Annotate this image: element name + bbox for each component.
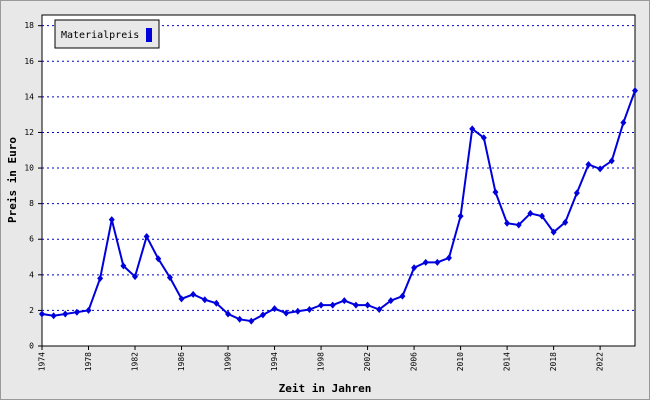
x-tick-label: 2014: [503, 352, 512, 371]
x-tick-label: 2022: [596, 352, 605, 371]
marker: [259, 311, 266, 319]
x-tick-label: 1998: [317, 352, 326, 371]
marker: [120, 262, 127, 270]
legend-swatch: [146, 28, 152, 42]
marker: [225, 310, 232, 318]
marker: [469, 125, 476, 133]
marker: [457, 212, 464, 220]
y-tick-label: 14: [24, 92, 34, 101]
marker: [620, 119, 627, 127]
marker: [352, 301, 359, 309]
plot-area: [41, 14, 636, 347]
x-tick-label: 1974: [38, 352, 47, 371]
marker: [434, 258, 441, 266]
x-tick-label: 2018: [549, 352, 558, 371]
marker: [178, 295, 185, 303]
x-tick-label: 2006: [410, 352, 419, 371]
marker: [143, 233, 150, 241]
x-tick-label: 1990: [224, 352, 233, 371]
x-tick-label: 1978: [84, 352, 93, 371]
marker: [364, 301, 371, 309]
legend: Materialpreis: [54, 19, 160, 49]
y-tick-label: 12: [24, 128, 34, 137]
x-tick-label: 2002: [363, 352, 372, 371]
marker: [155, 255, 162, 263]
marker: [248, 317, 255, 325]
legend-label: Materialpreis: [61, 30, 139, 41]
marker: [85, 306, 92, 314]
marker: [236, 315, 243, 323]
x-tick-label: 1994: [270, 352, 279, 371]
marker: [480, 134, 487, 142]
y-tick-label: 8: [29, 199, 34, 208]
legend-box: [54, 19, 160, 49]
marker: [515, 221, 522, 229]
marker: [527, 209, 534, 217]
marker: [597, 165, 604, 173]
marker: [422, 258, 429, 266]
marker: [573, 189, 580, 197]
marker: [132, 273, 139, 281]
x-tick-label: 2010: [456, 352, 465, 371]
marker: [73, 308, 80, 316]
marker: [190, 290, 197, 298]
x-tick-label: 1986: [177, 352, 186, 371]
marker: [213, 299, 220, 307]
line: [41, 90, 636, 323]
marker: [294, 307, 301, 315]
marker: [271, 305, 278, 313]
marker: [399, 292, 406, 300]
marker: [538, 212, 545, 220]
marker: [329, 301, 336, 309]
marker: [318, 301, 325, 309]
x-tick-label: 1982: [131, 352, 140, 371]
marker: [585, 160, 592, 168]
marker: [550, 228, 557, 236]
marker: [62, 310, 69, 318]
marker: [306, 306, 313, 314]
y-tick-label: 18: [24, 21, 34, 30]
x-axis-title: Zeit in Jahren: [279, 382, 372, 395]
marker: [97, 274, 104, 282]
marker: [201, 296, 208, 304]
marker: [283, 309, 290, 317]
marker: [108, 216, 115, 224]
y-tick-label: 4: [29, 270, 34, 279]
marker: [562, 218, 569, 226]
marker: [341, 297, 348, 305]
y-axis-title: Preis in Euro: [6, 137, 19, 223]
y-tick-label: 6: [29, 235, 34, 244]
marker: [166, 273, 173, 281]
marker: [39, 310, 45, 318]
marker: [376, 306, 383, 314]
marker: [632, 87, 638, 95]
marker: [50, 312, 57, 320]
marker: [608, 157, 615, 165]
marker: [504, 219, 511, 227]
marker: [445, 254, 452, 262]
y-tick-label: 16: [24, 57, 34, 66]
marker: [411, 264, 418, 272]
marker: [492, 188, 499, 196]
y-tick-label: 10: [24, 164, 34, 173]
y-tick-label: 2: [29, 306, 34, 315]
marker: [387, 297, 394, 305]
y-tick-label: 0: [29, 342, 34, 351]
